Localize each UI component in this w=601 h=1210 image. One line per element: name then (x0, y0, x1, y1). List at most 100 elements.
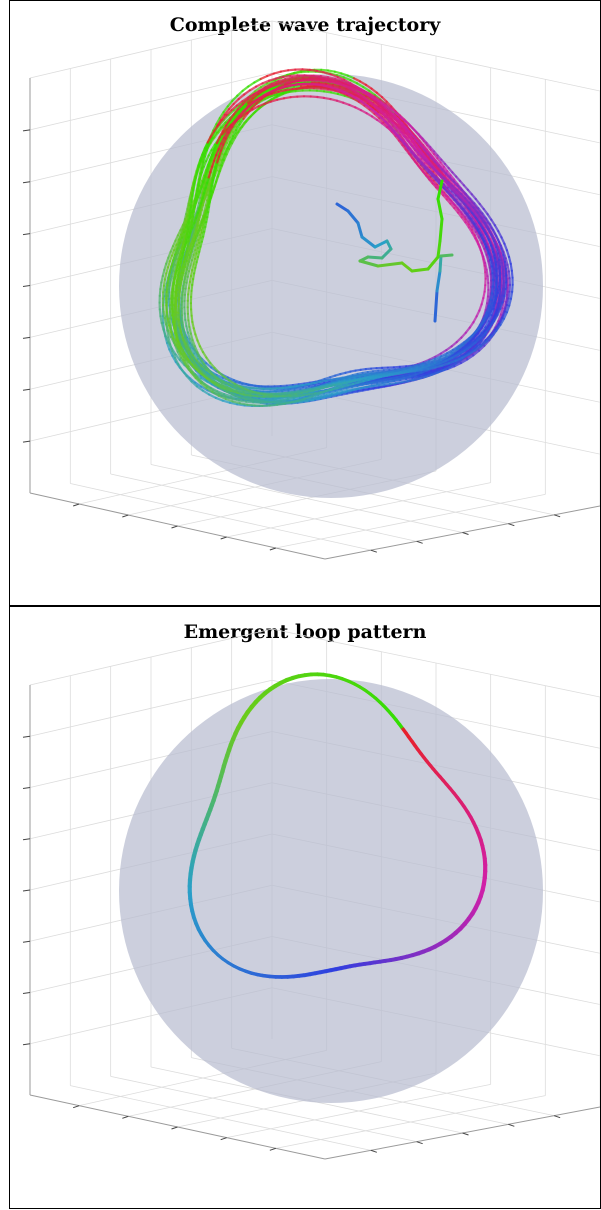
trajectory-line (206, 385, 215, 392)
trajectory-line (173, 327, 178, 337)
z-tick (22, 889, 31, 892)
trajectory-line (506, 263, 510, 273)
trajectory-line (321, 80, 332, 84)
trajectory-line (265, 87, 274, 93)
trajectory-line (510, 269, 514, 279)
trajectory-line (487, 227, 493, 236)
trajectory-line (500, 287, 505, 297)
trajectory-line (336, 88, 345, 93)
trajectory-start-line (356, 221, 364, 239)
trajectory-line (224, 395, 234, 400)
trajectory-line (273, 399, 283, 403)
trajectory-line (479, 227, 485, 236)
trajectory-line (255, 82, 264, 88)
trajectory-line (270, 94, 279, 101)
trajectory-line (345, 88, 355, 94)
grid-line (271, 628, 600, 698)
trajectory-line (497, 249, 502, 258)
trajectory-line (485, 335, 493, 343)
trajectory-line (276, 92, 285, 98)
trajectory-line (286, 80, 296, 84)
trajectory-line (232, 120, 239, 129)
trajectory-line (329, 91, 339, 96)
trajectory-line (216, 118, 224, 127)
trajectory-line (257, 93, 266, 100)
trajectory-line (254, 93, 262, 100)
trajectory-line (177, 331, 182, 341)
trajectory-line (282, 84, 292, 89)
trajectory-line (179, 338, 185, 347)
trajectory-line (233, 112, 240, 121)
trajectory-line (308, 68, 318, 73)
trajectory-line (482, 311, 488, 320)
trajectory-line (367, 94, 376, 100)
trajectory-line (435, 367, 444, 372)
trajectory-line (193, 345, 199, 354)
trajectory-line (479, 340, 488, 348)
trajectory-line (338, 85, 348, 90)
trajectory-line (490, 329, 498, 338)
trajectory-line (246, 97, 255, 105)
trajectory-line (205, 386, 214, 394)
z-tick (22, 181, 31, 184)
trajectory-line (498, 258, 501, 268)
trajectory-line (253, 77, 262, 84)
trajectory-line (315, 89, 326, 93)
trajectory-line (366, 102, 375, 110)
trajectory-line (235, 389, 245, 393)
trajectory-line (493, 268, 497, 277)
trajectory-line (462, 339, 470, 347)
trajectory-line (319, 74, 330, 79)
trajectory-line (489, 258, 493, 268)
trajectory-line (487, 252, 492, 261)
trajectory-line (291, 75, 301, 79)
trajectory-line (497, 295, 501, 305)
trajectory-line (235, 123, 241, 132)
trajectory-line (506, 297, 510, 307)
trajectory-start-line (438, 217, 444, 243)
trajectory-line (475, 339, 483, 348)
trajectory-line (200, 380, 209, 388)
trajectory-line (361, 91, 371, 97)
trajectory-line (340, 72, 349, 77)
trajectory-line (322, 84, 332, 89)
trajectory-line (501, 258, 506, 268)
trajectory-line (479, 339, 487, 346)
trajectory-line (174, 344, 179, 353)
trajectory-line (240, 111, 248, 118)
trajectory-start-line (380, 247, 393, 260)
trajectory-line (484, 261, 488, 271)
z-tick (22, 336, 31, 339)
trajectory-line (457, 349, 466, 356)
trajectory-line (432, 362, 441, 367)
trajectory-line (245, 105, 253, 113)
trajectory-line (508, 297, 512, 307)
trajectory-line (169, 343, 174, 353)
trajectory-line (484, 326, 492, 334)
trajectory-line (295, 76, 304, 80)
trajectory-line (469, 343, 477, 351)
trajectory-line (196, 351, 202, 360)
trajectory-line (241, 385, 251, 389)
trajectory-line (507, 290, 511, 300)
trajectory-line (295, 82, 305, 86)
trajectory-line (242, 390, 252, 395)
trajectory-line (269, 98, 279, 103)
trajectory-line (310, 393, 320, 398)
trajectory-line (498, 241, 503, 250)
trajectory-line (483, 247, 488, 257)
trajectory-line (242, 112, 249, 121)
trajectory-line (469, 335, 476, 343)
trajectory-line (444, 356, 454, 362)
trajectory-line (270, 90, 280, 95)
trajectory-line (500, 236, 506, 245)
trajectory-line (487, 314, 493, 323)
trajectory-line (495, 323, 502, 332)
trajectory-line (290, 399, 300, 404)
trajectory-line (222, 113, 230, 121)
trajectory-line (221, 113, 228, 122)
trajectory-start-line (400, 261, 414, 273)
trajectory-line (488, 223, 495, 232)
trajectory-line (442, 365, 451, 371)
trajectory-line (226, 125, 232, 134)
